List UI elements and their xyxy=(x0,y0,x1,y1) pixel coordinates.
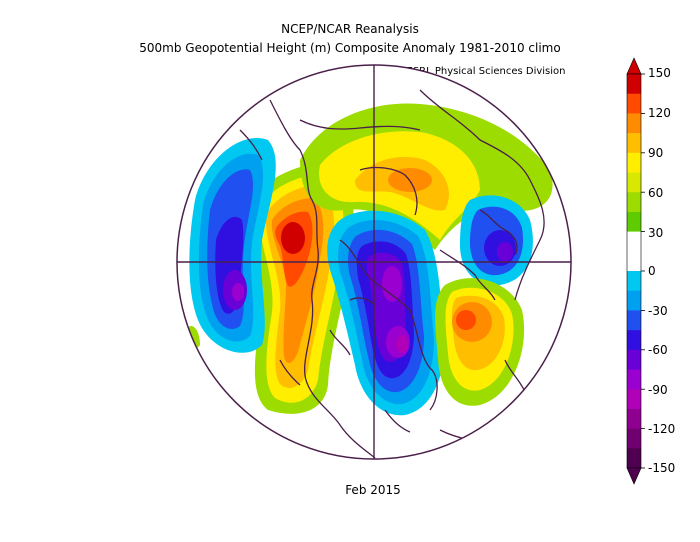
colorbar-swatch xyxy=(627,330,641,351)
credit-label: NOAA/ESRL Physical Sciences Division xyxy=(374,66,566,77)
ridge-arctic-eurasia xyxy=(300,103,553,250)
colorbar-label: 60 xyxy=(648,186,664,200)
map-title: NCEP/NCAR Reanalysis xyxy=(281,22,419,36)
trough-eastern-siberia xyxy=(460,195,533,286)
colorbar-label: -30 xyxy=(648,304,668,318)
colorbar-swatch xyxy=(627,369,641,390)
colorbar-label: 120 xyxy=(648,106,671,120)
coastlines xyxy=(239,89,545,459)
colorbar-swatch xyxy=(627,389,641,410)
colorbar-label: 150 xyxy=(648,66,671,80)
colorbar-swatch xyxy=(627,448,641,469)
colorbar-swatch xyxy=(627,74,641,94)
colorbar-swatch xyxy=(627,152,641,173)
colorbar-swatch xyxy=(627,310,641,331)
colorbar-swatch xyxy=(627,113,641,134)
colorbar-swatch xyxy=(627,290,641,311)
trough-north-pacific xyxy=(189,138,276,353)
colorbar-swatch xyxy=(627,211,641,232)
colorbar-label: 0 xyxy=(648,264,656,278)
map-subtitle: 500mb Geopotential Height (m) Composite … xyxy=(139,41,561,55)
ridge-north-atlantic xyxy=(435,278,525,406)
colorbar-label: -60 xyxy=(648,343,668,357)
hemisphere-outline xyxy=(176,64,572,460)
colorbar-swatch xyxy=(627,251,641,272)
colorbar-label: -150 xyxy=(648,461,676,475)
colorbar xyxy=(626,57,645,485)
date-label: Feb 2015 xyxy=(345,483,401,497)
colorbar-swatch xyxy=(627,428,641,449)
colorbar-swatch xyxy=(627,408,641,429)
colorbar-swatch xyxy=(627,349,641,370)
colorbar-label: -90 xyxy=(648,383,668,397)
colorbar-label: -120 xyxy=(648,422,676,436)
colorbar-swatch xyxy=(627,192,641,213)
colorbar-swatch xyxy=(627,93,641,114)
colorbar-label: 30 xyxy=(648,226,664,240)
colorbar-swatch xyxy=(627,133,641,154)
colorbar-swatch xyxy=(627,172,641,193)
colorbar-swatch xyxy=(627,271,641,291)
colorbar-label: 90 xyxy=(648,146,664,160)
colorbar-max-arrow xyxy=(626,57,642,75)
meridian-lines xyxy=(177,65,571,459)
colorbar-swatch xyxy=(627,231,641,252)
colorbar-min-arrow xyxy=(626,467,642,485)
